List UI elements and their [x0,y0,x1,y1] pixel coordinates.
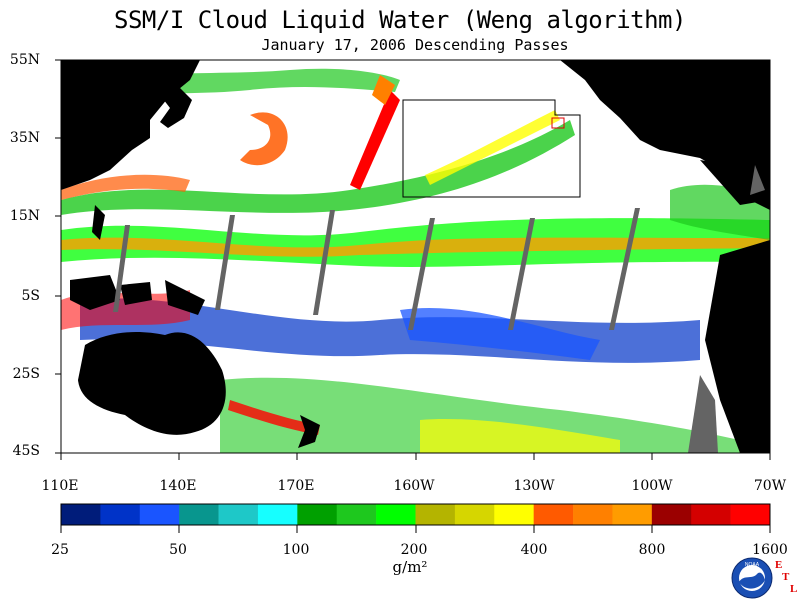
colorbar-label-50: 50 [169,542,187,558]
north-america-landmass [560,60,770,210]
colorbar-swatch [336,504,377,525]
colorbar-swatch [691,504,731,525]
lat-label-5s: 5S [21,288,41,304]
colorbar-swatch [297,504,338,525]
colorbar-swatch [179,504,219,525]
colorbar-label-400: 400 [520,542,548,558]
australia-landmass [78,332,226,435]
colorbar-swatch [218,504,259,525]
colorbar-label-1600: 1600 [752,542,788,558]
colorbar-label-100: 100 [282,542,310,558]
colorbar-swatch [257,504,298,525]
colorbar-label-25: 25 [51,542,69,558]
lat-label-45s: 45S [12,443,40,459]
map-panel [61,60,770,453]
lat-label-25s: 25S [12,366,40,382]
colorbar-swatch [139,504,180,525]
lat-label-35n: 35N [9,130,40,146]
lon-label-100w: 100W [631,478,673,494]
colorbar-label-800: 800 [638,542,666,558]
etl-letter-e: E [775,559,782,571]
colorbar [60,503,771,526]
cloud-field [61,68,770,453]
land-masses [61,60,770,453]
colorbar-swatch [612,504,653,525]
colorbar-swatch [100,504,141,525]
noaa-logo-text: NOAA [745,562,760,568]
etl-mark: E T L [775,559,797,595]
colorbar-swatch [730,504,771,525]
lat-label-15n: 15N [9,208,40,224]
colorbar-swatch [573,504,613,525]
lon-label-110e: 110E [41,478,79,494]
lon-label-160w: 160W [393,478,435,494]
noaa-logo: NOAA [731,557,773,599]
inset-outline [402,99,581,198]
lon-label-140e: 140E [159,478,197,494]
inset-marker [551,117,565,129]
colorbar-swatch [533,504,574,525]
maritime-continent [70,275,205,315]
colorbar-swatch [61,504,101,525]
asia-landmass [61,60,200,190]
lon-label-70w: 70W [753,478,787,494]
philippines-landmass [92,205,105,240]
new-zealand-landmass [298,415,320,448]
lat-label-55n: 55N [9,52,40,68]
colorbar-swatch [454,504,495,525]
lon-label-130w: 130W [513,478,555,494]
colorbar-ticks [60,525,771,533]
swath-gaps [113,165,765,453]
axis-ticks [55,59,771,460]
colorbar-units: g/m² [392,558,428,576]
japan-landmass [160,88,192,128]
etl-letter-t: T [782,571,790,583]
etl-letter-l: L [790,583,797,595]
lon-label-170e: 170E [277,478,315,494]
map-subtitle: January 17, 2006 Descending Passes [261,36,569,54]
colorbar-label-200: 200 [400,542,428,558]
colorbar-swatch [376,504,416,525]
south-america-landmass [705,240,770,453]
colorbar-swatch [651,504,692,525]
colorbar-swatch [494,504,534,525]
map-title: SSM/I Cloud Liquid Water (Weng algorithm… [114,6,686,34]
colorbar-swatch [415,504,456,525]
